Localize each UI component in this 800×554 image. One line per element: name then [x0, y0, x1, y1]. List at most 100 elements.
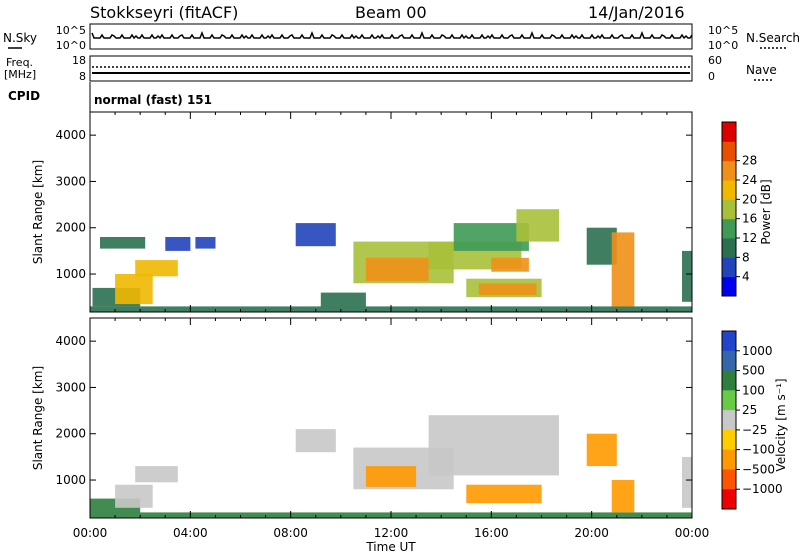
power-colorbar-frame — [721, 121, 737, 297]
power-colorbar-tick-label-3: 16 — [742, 212, 757, 226]
velocity-ylabel: Slant Range [km] — [31, 366, 45, 470]
power-colorbar-tick-label-2: 12 — [742, 231, 757, 245]
velocity-region-6 — [365, 466, 417, 487]
power-colorbar-tick-label-4: 20 — [742, 192, 757, 206]
velocity-colorbar-swatch-2 — [722, 370, 736, 391]
nsky-label: N.Sky — [3, 31, 37, 45]
velocity-ytick-label-0: 1000 — [55, 473, 86, 487]
x-tick-label-6: 00:00 — [675, 526, 710, 540]
cpid-label: CPID — [8, 89, 40, 103]
freq-tick-top: 18 — [72, 54, 86, 67]
velocity-colorbar-label: Velocity [m s⁻¹] — [774, 378, 788, 471]
power-colorbar-swatch-0 — [722, 276, 736, 297]
beam-title: Beam 00 — [355, 3, 427, 22]
power-yticks: 1000 2000 3000 4000 — [55, 128, 692, 281]
velocity-colorbar-tick-label-1: 500 — [742, 364, 765, 378]
velocity-colorbar-tick-label-0: 1000 — [742, 344, 773, 358]
power-region-8 — [320, 292, 366, 307]
nsearch-label: N.Search — [746, 31, 800, 45]
power-region-4 — [100, 237, 146, 249]
velocity-ytick-label-2: 3000 — [55, 380, 86, 394]
x-tick-label-3: 12:00 — [374, 526, 409, 540]
power-colorbar-swatch-7 — [722, 141, 736, 162]
velocity-colorbar-swatch-7 — [722, 469, 736, 490]
velocity-region-3 — [135, 466, 178, 483]
power-colorbar-swatch-3 — [722, 218, 736, 239]
x-axis-title: Time UT — [365, 540, 416, 554]
power-region-7 — [295, 223, 336, 247]
power-region-10 — [365, 257, 429, 281]
velocity-panel: 1000 2000 3000 4000 Slant Range [km] — [31, 317, 693, 519]
velocity-region-4 — [295, 429, 336, 453]
date-title: 14/Jan/2016 — [588, 3, 685, 22]
power-region-13 — [491, 257, 529, 272]
velocity-colorbar-tick-label-6: −500 — [742, 462, 775, 476]
velocity-colorbar-swatch-0 — [722, 331, 736, 352]
power-region-12 — [453, 223, 529, 251]
noise-tick-top-left: 10^5 — [56, 24, 86, 37]
x-tick-labels: 00:00 04:00 08:00 12:00 16:00 20:00 00:00 — [73, 526, 710, 540]
velocity-region-7 — [428, 415, 559, 476]
power-colorbar-tick-label-6: 28 — [742, 154, 757, 168]
cpid-value: normal (fast) 151 — [94, 93, 212, 107]
noise-trace — [91, 30, 693, 40]
velocity-data — [90, 415, 692, 518]
velocity-colorbar-tick-label-7: −1000 — [742, 482, 783, 496]
power-colorbar-swatch-1 — [722, 257, 736, 278]
velocity-xticks — [89, 318, 693, 518]
power-region-19 — [682, 250, 692, 302]
power-colorbar-tick-label-0: 4 — [742, 270, 750, 284]
velocity-colorbar: 1000 500 100 25 −25 −100 −500 −1000 — [721, 330, 783, 510]
velocity-region-9 — [586, 433, 617, 467]
nave-label: Nave — [746, 63, 777, 77]
power-region-5 — [165, 237, 191, 251]
velocity-region-8 — [466, 484, 542, 504]
velocity-ytick-label-1: 2000 — [55, 427, 86, 441]
velocity-ytick-label-3: 4000 — [55, 334, 86, 348]
power-ylabel: Slant Range [km] — [31, 160, 45, 264]
velocity-colorbar-swatch-6 — [722, 449, 736, 470]
x-tick-label-1: 04:00 — [173, 526, 208, 540]
power-region-6 — [195, 237, 216, 249]
power-colorbar-swatch-8 — [722, 122, 736, 142]
velocity-colorbar-swatch-5 — [722, 429, 736, 451]
velocity-colorbar-swatch-3 — [722, 390, 736, 411]
power-colorbar-swatch-4 — [722, 199, 736, 220]
noise-tick-top-right: 10^5 — [708, 24, 738, 37]
power-colorbar-swatch-5 — [722, 180, 736, 200]
power-colorbar: 4 8 12 16 20 24 28 — [721, 121, 757, 297]
nave-tick-bottom: 0 — [708, 70, 715, 83]
power-region-18 — [611, 232, 635, 307]
velocity-colorbar-swatch-8 — [722, 489, 736, 510]
noise-panel: N.Sky 10^5 10^0 10^5 10^0 N.Search — [3, 23, 800, 52]
x-tick-label-5: 20:00 — [574, 526, 609, 540]
power-region-16 — [478, 283, 537, 295]
velocity-colorbar-frame — [721, 330, 737, 510]
velocity-colorbar-swatch-1 — [722, 350, 736, 372]
noise-tick-bottom-left: 10^0 — [56, 39, 86, 52]
power-colorbar-tick-label-1: 8 — [742, 250, 750, 264]
power-ytick-label-3: 4000 — [55, 128, 86, 142]
power-colorbar-tick-label-5: 24 — [742, 173, 757, 187]
noise-tick-bottom-right: 10^0 — [708, 39, 738, 52]
velocity-colorbar-tick-label-5: −100 — [742, 443, 775, 457]
velocity-region-2 — [115, 484, 153, 508]
x-tick-label-2: 08:00 — [273, 526, 308, 540]
power-ytick-label-2: 3000 — [55, 174, 86, 188]
x-tick-label-0: 00:00 — [73, 526, 108, 540]
power-colorbar-swatch-2 — [722, 238, 736, 258]
power-region-14 — [516, 209, 559, 242]
power-ytick-label-1: 2000 — [55, 221, 86, 235]
x-tick-label-4: 16:00 — [474, 526, 509, 540]
power-data — [90, 209, 692, 312]
velocity-yticks: 1000 2000 3000 4000 — [55, 334, 692, 487]
power-colorbar-swatch-6 — [722, 160, 736, 181]
velocity-colorbar-tick-label-3: 25 — [742, 403, 757, 417]
freq-label-2: [MHz] — [4, 68, 36, 81]
freq-label-1: Freq. — [6, 56, 33, 69]
power-xticks — [89, 112, 693, 312]
freq-tick-bottom: 8 — [79, 70, 86, 83]
power-region-3 — [135, 260, 178, 277]
velocity-region-10 — [611, 480, 635, 513]
